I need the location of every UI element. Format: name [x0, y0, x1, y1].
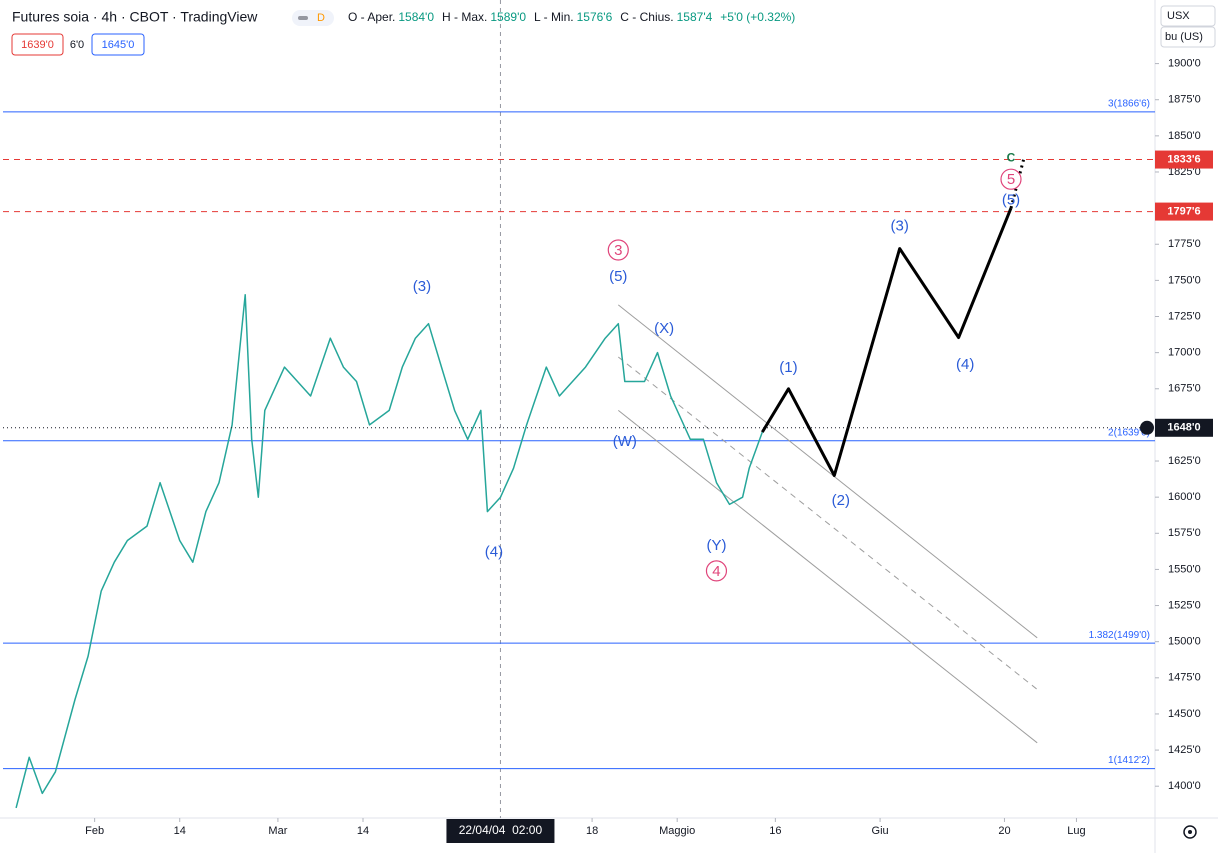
x-tick-label: Feb [85, 825, 104, 837]
level-label: 3(1866'6) [1108, 99, 1150, 110]
wave-label: (X) [654, 320, 674, 337]
y-tick-label: 1775'0 [1168, 238, 1201, 250]
price-line [15, 294, 764, 809]
y-tick-label: 1500'0 [1168, 636, 1201, 648]
x-tick-label: 14 [357, 825, 369, 837]
level-label: 1(1412'2) [1108, 755, 1150, 766]
price-tag-label: 1797'6 [1167, 205, 1200, 217]
currency: USX [1167, 10, 1190, 22]
overlay: Futures soia · 4h · CBOT · TradingView D… [11, 5, 1216, 839]
badge-icon [298, 16, 308, 20]
channel-line [617, 410, 1038, 744]
unit-select[interactable] [1160, 26, 1216, 48]
y-tick-label: 1875'0 [1168, 94, 1201, 106]
projection-end [1009, 157, 1026, 209]
y-tick-label: 1750'0 [1168, 274, 1201, 286]
wave-label: (1) [779, 359, 797, 376]
wave-label: C [1007, 151, 1016, 165]
x-tick-label: Mar [268, 825, 287, 837]
level-label: 1.382(1499'0) [1089, 630, 1150, 641]
wave-label: 4 [712, 563, 720, 580]
ohlc-value: 1584'0 [398, 10, 434, 24]
y-tick-label: 1525'0 [1168, 599, 1201, 611]
ohlc-label: L - Min. [534, 10, 574, 24]
spread: 6'0 [70, 39, 84, 51]
wave-label: (3) [413, 278, 431, 295]
wave-circle [1000, 168, 1022, 190]
y-tick-label: 1725'0 [1168, 310, 1201, 322]
price-tag-label: 1833'6 [1167, 153, 1200, 165]
y-tick-label: 1900'0 [1168, 57, 1201, 69]
channel-line [617, 304, 1038, 639]
y-tick-label: 1850'0 [1168, 130, 1201, 142]
x-tick-label: Giu [872, 825, 889, 837]
y-tick-label: 1425'0 [1168, 744, 1201, 756]
y-tick-label: 1475'0 [1168, 672, 1201, 684]
channel-line [617, 356, 1038, 690]
badge-bg [292, 10, 334, 26]
y-tick-label: 1825'0 [1168, 166, 1201, 178]
ohlc-label: C - Chius. [620, 10, 673, 24]
crosshair-tag [446, 819, 555, 843]
y-tick-label: 1600'0 [1168, 491, 1201, 503]
projection-line [761, 207, 1013, 477]
y-tick-label: 1625'0 [1168, 455, 1201, 467]
ohlc-label: O - Aper. [348, 10, 395, 24]
y-tick-label: 1550'0 [1168, 563, 1201, 575]
price-tag [1155, 202, 1213, 221]
y-tick-label: 1700'0 [1168, 347, 1201, 359]
ohlc-label: H - Max. [442, 10, 487, 24]
buy-box[interactable] [91, 33, 145, 56]
x-tick-label: 20 [998, 825, 1010, 837]
x-tick-label: Maggio [659, 825, 695, 837]
wave-label: (5) [1002, 191, 1020, 208]
ohlc-value: 1576'6 [577, 10, 613, 24]
ohlc-value: 1589'0 [490, 10, 526, 24]
plot: 1400'0 1425'0 1450'0 1475'0 1500'0 1525'0 1550… [3, 0, 1213, 843]
buy-price: 1645'0 [102, 39, 135, 51]
sell-box[interactable] [11, 33, 64, 56]
settings-icon[interactable] [1183, 825, 1197, 839]
badge: D [317, 12, 325, 24]
x-tick-label: 14 [174, 825, 186, 837]
price-tag [1155, 150, 1213, 169]
y-tick-label: 1450'0 [1168, 708, 1201, 720]
last-price-tag [1155, 418, 1213, 437]
wave-label: (W) [613, 433, 637, 450]
wave-label: (2) [832, 492, 850, 509]
y-tick-label: 1675'0 [1168, 383, 1201, 395]
last-price-label: 1648'0 [1167, 422, 1200, 434]
wave-label: 5 [1007, 171, 1015, 188]
wave-label: (5) [609, 268, 627, 285]
x-tick-label: 18 [586, 825, 598, 837]
y-tick-label: 1400'0 [1168, 780, 1201, 792]
wave-circle [607, 239, 629, 261]
add-button [1140, 420, 1154, 435]
wave-label: (3) [891, 217, 909, 234]
x-tick-label: 16 [769, 825, 781, 837]
y-tick-label: 1575'0 [1168, 527, 1201, 539]
wave-label: 3 [614, 242, 622, 259]
level-label: 2(1639'0) [1108, 427, 1150, 438]
ohlc-value: 1587'4 [677, 10, 713, 24]
ohlc-label: +5'0 (+0.32%) [720, 10, 795, 24]
wave-label: (Y) [706, 537, 726, 554]
sell-price: 1639'0 [21, 39, 54, 51]
unit: bu (US) [1165, 31, 1203, 43]
chart-title: Futures soia · 4h · CBOT · TradingView [12, 9, 258, 25]
currency-select[interactable] [1160, 5, 1216, 27]
x-tick-label: Lug [1067, 825, 1085, 837]
wave-label: (4) [956, 356, 974, 373]
wave-label: (4) [485, 543, 503, 560]
wave-circle [705, 560, 728, 582]
crosshair-label: 22/04/04 02:00 [459, 823, 543, 837]
